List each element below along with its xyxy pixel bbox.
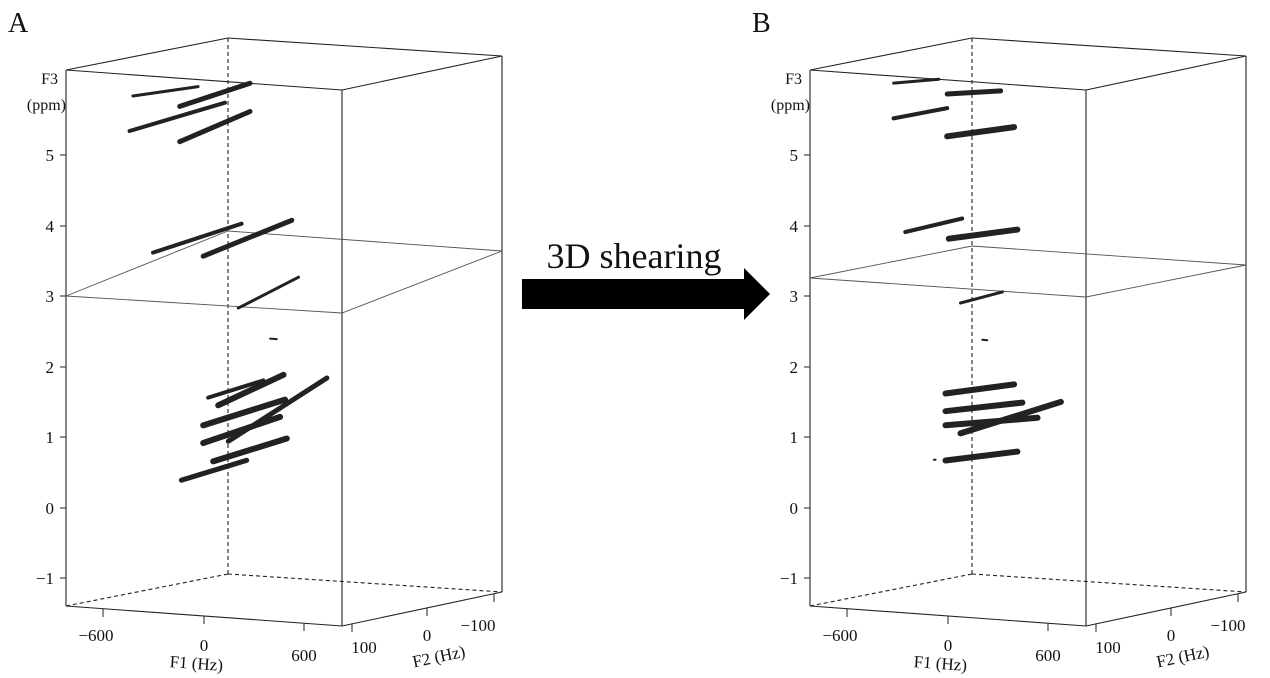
z-tick-label: −1: [780, 569, 798, 588]
panel-a: A F3 (ppm) 5 4: [8, 8, 503, 675]
box-a: [65, 37, 503, 627]
z-axis-label-bottom: (ppm): [27, 97, 66, 114]
y-axis-label: F2 (Hz): [1155, 642, 1211, 672]
z-tick-label: 0: [790, 499, 799, 518]
y-tick-label: 0: [1167, 626, 1176, 645]
box-edge: [809, 69, 1087, 91]
x-axis-label: F1 (Hz): [169, 652, 224, 675]
peak-ridge: [215, 371, 287, 409]
peaks-a: [127, 80, 330, 483]
z-tick-label: 5: [790, 146, 799, 165]
peak-ridge: [903, 216, 965, 234]
z-tick-label: 0: [46, 499, 55, 518]
x-tick-label: 0: [200, 636, 209, 655]
z-axis-label-top: F3: [785, 71, 802, 88]
peak-ridge: [200, 217, 295, 259]
shearing-arrow: 3D shearing: [522, 236, 770, 320]
z-axis-b: F3 (ppm) 5 4 3 2 1 0 −1: [771, 71, 810, 588]
box-edge-hidden: [227, 573, 503, 593]
peak-ridge: [944, 124, 1018, 140]
peak-ridge: [959, 290, 1004, 305]
peak-ridge: [177, 80, 253, 109]
box-edge: [341, 591, 503, 627]
x-tick-label: 600: [291, 646, 317, 665]
peak-ridge: [942, 399, 1026, 415]
z-tick-label: 5: [46, 146, 55, 165]
box-edge: [341, 55, 503, 91]
peak-ridge: [269, 337, 278, 341]
z-tick-label: 4: [46, 217, 55, 236]
box-edge: [971, 37, 1247, 57]
x-tick-label: 600: [1035, 646, 1061, 665]
z-tick-label: 2: [46, 358, 55, 377]
box-edge: [1085, 55, 1247, 91]
cross-section-plane-a: [65, 230, 503, 314]
z-tick-label: 2: [790, 358, 799, 377]
peak-ridge: [944, 88, 1004, 97]
peak-ridge: [206, 378, 266, 400]
y-tick-label: −100: [460, 616, 495, 635]
peak-ridge: [131, 85, 200, 98]
y-tick-label: 100: [351, 638, 377, 657]
z-axis-label-bottom: (ppm): [771, 97, 810, 114]
x-axis-b: −600 0 600 F1 (Hz): [822, 609, 1061, 675]
peak-ridge: [236, 275, 300, 310]
peak-ridge: [942, 448, 1021, 464]
x-axis-label: F1 (Hz): [913, 652, 968, 675]
x-axis-a: −600 0 600 F1 (Hz): [78, 609, 317, 675]
panel-b: B F3 (ppm) 5 4: [752, 8, 1247, 675]
box-edge: [65, 69, 343, 91]
x-tick-label: −600: [78, 626, 113, 645]
y-axis-b: 100 0 −100 F2 (Hz): [1095, 594, 1246, 672]
cross-section-plane-b: [809, 245, 1247, 298]
x-tick-label: 0: [944, 636, 953, 655]
peak-ridge: [945, 226, 1021, 242]
peak-ridge: [942, 381, 1018, 397]
z-tick-label: 3: [46, 287, 55, 306]
box-edge-hidden: [65, 573, 229, 607]
y-tick-label: −100: [1210, 616, 1245, 635]
peak-ridge: [891, 106, 950, 121]
box-edge: [809, 37, 973, 71]
z-tick-label: 3: [790, 287, 799, 306]
z-tick-label: 1: [46, 428, 55, 447]
peak-ridge: [892, 77, 941, 85]
y-tick-label: 0: [423, 626, 432, 645]
peak-ridge: [151, 221, 244, 255]
box-edge-hidden: [971, 573, 1247, 593]
peak-ridge: [200, 413, 284, 446]
z-tick-label: 1: [790, 428, 799, 447]
arrow-shape: [522, 268, 770, 320]
panel-label-a: A: [8, 8, 29, 39]
y-tick-label: 100: [1095, 638, 1121, 657]
peaks-b: [891, 77, 1064, 464]
box-edge-hidden: [809, 573, 973, 607]
y-axis-a: 100 0 −100 F2 (Hz): [351, 594, 496, 672]
peak-ridge: [957, 398, 1064, 437]
panel-label-b: B: [752, 8, 771, 39]
peak-ridge: [210, 435, 290, 465]
y-axis-label: F2 (Hz): [411, 642, 467, 672]
peak-ridge: [127, 100, 227, 133]
arrow-label: 3D shearing: [547, 236, 722, 276]
box-edge: [1085, 591, 1247, 627]
z-axis-a: F3 (ppm) 5 4 3 2 1 0 −1: [27, 71, 66, 588]
x-tick-label: −600: [822, 626, 857, 645]
box-edge: [227, 37, 503, 57]
peak-ridge: [200, 396, 289, 429]
box-b: [809, 37, 1247, 627]
z-tick-label: 4: [790, 217, 799, 236]
z-axis-label-top: F3: [41, 71, 58, 88]
peak-ridge: [177, 109, 253, 145]
peak-ridge: [178, 457, 250, 483]
z-tick-label: −1: [36, 569, 54, 588]
box-edge: [65, 37, 229, 71]
